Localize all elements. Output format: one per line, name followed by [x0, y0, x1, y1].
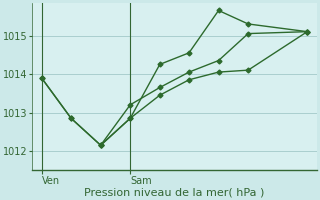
X-axis label: Pression niveau de la mer( hPa ): Pression niveau de la mer( hPa ) [84, 187, 265, 197]
